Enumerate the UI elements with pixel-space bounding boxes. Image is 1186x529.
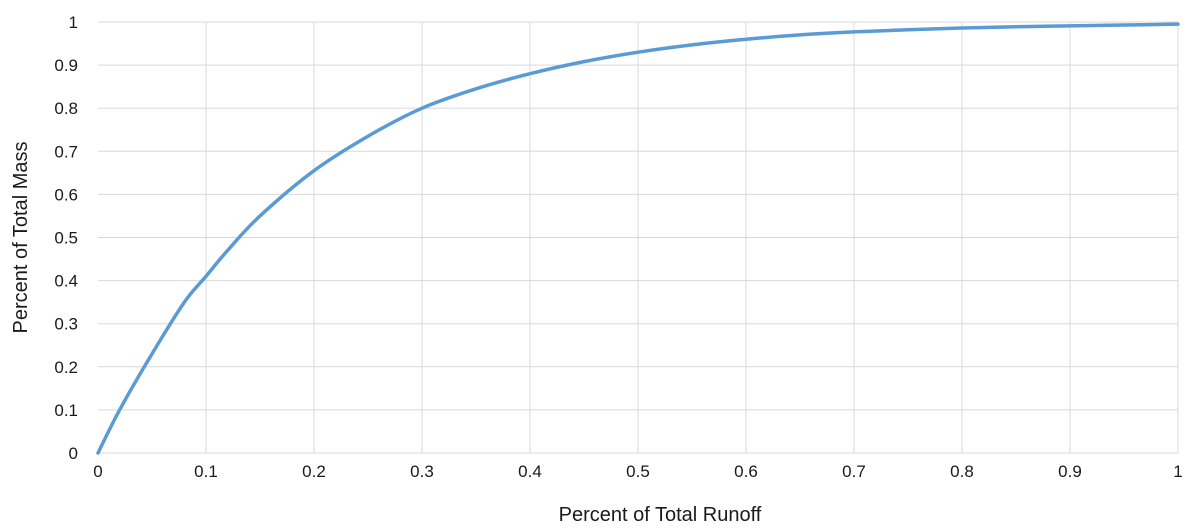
tick-labels: 0 0.1 0.2 0.3 0.4 0.5 0.6 0.7 0.8 0.9 1 0 0.1 0.2 0.3 0… — [54, 13, 1182, 481]
x-tick-label: 0.9 — [1058, 462, 1082, 481]
x-tick-label: 0 — [93, 462, 102, 481]
series-layer — [96, 22, 1180, 455]
y-tick-label: 0.1 — [54, 401, 78, 420]
y-tick-label: 0.4 — [54, 272, 78, 291]
x-tick-label: 0.2 — [302, 462, 326, 481]
y-tick-label: 0.5 — [54, 229, 78, 248]
x-tick-label: 1 — [1173, 462, 1182, 481]
x-tick-label: 0.4 — [518, 462, 542, 481]
x-tick-label: 0.5 — [626, 462, 650, 481]
y-tick-label: 0.7 — [54, 142, 78, 161]
y-tick-label: 1 — [69, 13, 78, 32]
x-tick-label: 0.1 — [194, 462, 218, 481]
y-tick-label: 0.6 — [54, 185, 78, 204]
x-tick-label: 0.3 — [410, 462, 434, 481]
x-tick-label: 0.6 — [734, 462, 758, 481]
y-tick-label: 0.2 — [54, 358, 78, 377]
series-line — [96, 22, 1180, 455]
y-tick-label: 0.8 — [54, 99, 78, 118]
x-tick-label: 0.8 — [950, 462, 974, 481]
y-axis-title: Percent of Total Mass — [10, 142, 32, 334]
y-tick-label: 0.9 — [54, 56, 78, 75]
y-tick-label: 0.3 — [54, 315, 78, 334]
gridlines — [98, 21, 1179, 453]
x-axis-title: Percent of Total Runoff — [559, 504, 762, 526]
x-tick-label: 0.7 — [842, 462, 866, 481]
y-tick-label: 0 — [69, 444, 78, 463]
